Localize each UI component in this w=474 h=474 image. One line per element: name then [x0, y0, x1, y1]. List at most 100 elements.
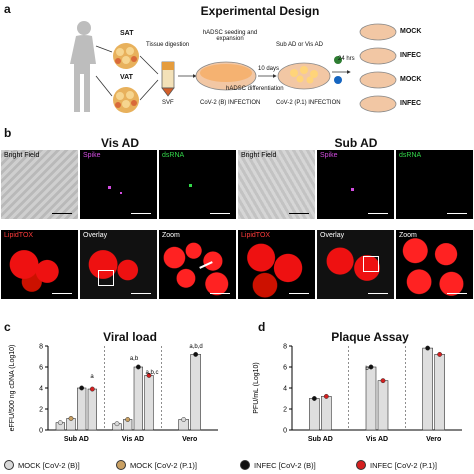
data-point: [89, 386, 95, 392]
well-plates: [359, 23, 397, 113]
bar: [434, 354, 445, 431]
legend-label: INFEC [CoV-2 (B)]: [254, 460, 316, 470]
panel-b-label: b: [4, 126, 12, 140]
legend-swatch: [4, 460, 14, 470]
sub-vis-label: Sub AD or Vis AD: [276, 42, 323, 48]
data-point: [146, 372, 152, 378]
y-tick-label: 4: [283, 386, 287, 393]
svf-tube: [161, 61, 175, 97]
significance-annotation: a,b,d: [189, 344, 202, 350]
well-label-2: INFEC: [400, 52, 421, 59]
viral-load-chart: 0 2 4 6 8 eFFU/500 ng cDNA (Log10) Sub AD Vis A…: [9, 344, 218, 443]
y-tick-label: 0: [283, 428, 287, 435]
data-point: [79, 385, 85, 391]
plaque-assay-title: Plaque Assay: [331, 330, 409, 344]
x-group-label: Vero: [426, 436, 441, 443]
bar: [144, 375, 154, 431]
data-point: [437, 351, 443, 357]
human-figure: [70, 21, 96, 112]
vat-label: VAT: [120, 74, 133, 81]
panel-c-label: c: [4, 320, 11, 334]
data-point: [368, 364, 374, 370]
sat-label: SAT: [120, 30, 134, 37]
y-tick-label: 2: [39, 407, 43, 414]
bar: [190, 354, 201, 431]
legend-item-infec-p1: INFEC [CoV-2 (P.1)]: [356, 460, 437, 470]
data-point: [135, 364, 141, 370]
significance-annotation: b: [365, 366, 369, 372]
sub-overlay-image: Overlay: [317, 230, 394, 299]
data-point: [57, 420, 63, 426]
hrs-label: 24 hrs: [338, 56, 355, 62]
data-point: [68, 416, 74, 421]
vat-cluster: [113, 87, 139, 113]
y-axis-label: PFU/mL (Log10): [253, 362, 260, 413]
data-point: [323, 393, 329, 399]
data-point: [425, 345, 431, 351]
sub-dsrna-image: dsRNA: [396, 150, 473, 219]
bar: [77, 387, 87, 431]
virus-p1-icon: [334, 76, 342, 84]
legend-swatch: [116, 460, 126, 470]
sub-ad-title: Sub AD: [334, 136, 378, 150]
bar: [133, 366, 143, 431]
data-point: [380, 378, 386, 384]
sub-zoom-image: Zoom: [396, 230, 473, 299]
sub-lipidtox-image: LipidTOX: [238, 230, 315, 299]
bar: [321, 396, 332, 431]
panel-a-label: a: [4, 2, 11, 16]
culture-dish-2: [277, 62, 331, 90]
x-group-label: Vis AD: [122, 436, 144, 443]
bar: [422, 347, 433, 431]
sub-brightfield-image: Bright Field: [238, 150, 315, 219]
y-tick-label: 8: [39, 344, 43, 351]
panel-a-title: Experimental Design: [200, 4, 320, 18]
x-group-label: Vis AD: [366, 436, 388, 443]
data-point: [125, 417, 131, 422]
viral-load-title: Viral load: [103, 330, 157, 344]
well-label-1: MOCK: [400, 28, 422, 35]
svf-label: SVF: [162, 100, 174, 106]
bar: [377, 380, 389, 431]
differentiation-label: hADSC differentiation: [226, 86, 284, 92]
significance-annotation: a: [90, 374, 94, 380]
vis-dsrna-image: dsRNA: [159, 150, 236, 219]
sub-spike-image: Spike: [317, 150, 394, 219]
well-label-3: MOCK: [400, 76, 422, 83]
y-tick-label: 2: [283, 407, 287, 414]
y-tick-label: 8: [283, 344, 287, 351]
culture-dish-1: [195, 61, 257, 91]
vis-lipidtox-image: LipidTOX: [1, 230, 78, 299]
legend-label: MOCK [CoV-2 (B)]: [18, 460, 80, 470]
tissue-digestion-label: Tissue digestion: [146, 42, 190, 48]
legend-item-mock-p1: MOCK [CoV-2 (P.1)]: [116, 460, 197, 470]
y-tick-label: 4: [39, 386, 43, 393]
legend-swatch: [240, 460, 250, 470]
panel-d-label: d: [258, 320, 266, 334]
x-group-label: Sub AD: [64, 436, 89, 443]
data-point: [193, 351, 199, 357]
y-tick-label: 6: [39, 365, 43, 372]
vis-ad-title: Vis AD: [100, 136, 139, 150]
legend-label: INFEC [CoV-2 (P.1)]: [370, 460, 437, 470]
bar: [309, 398, 320, 431]
legend-label: MOCK [CoV-2 (P.1)]: [130, 460, 197, 470]
vis-spike-image: Spike: [80, 150, 157, 219]
cov2-p1-label: CoV-2 (P.1) INFECTION: [276, 100, 341, 106]
well-label-4: INFEC: [400, 100, 421, 107]
y-tick-label: 0: [39, 428, 43, 435]
bar: [365, 366, 377, 431]
seeding-label: hADSC seeding and expansion: [202, 30, 258, 42]
experimental-design-diagram: [70, 21, 397, 113]
vis-overlay-image: Overlay: [80, 230, 157, 299]
sat-cluster: [113, 43, 139, 69]
bar: [87, 388, 97, 431]
x-group-label: Vero: [182, 436, 197, 443]
legend-item-mock-b: MOCK [CoV-2 (B)]: [4, 460, 80, 470]
virus-b-icon: [334, 56, 342, 64]
legend-item-infec-b: INFEC [CoV-2 (B)]: [240, 460, 316, 470]
significance-annotation: a,b: [130, 356, 139, 362]
data-point: [181, 417, 187, 422]
cov2-b-label: CoV-2 (B) INFECTION: [200, 100, 261, 106]
vis-zoom-image: Zoom: [159, 230, 236, 299]
